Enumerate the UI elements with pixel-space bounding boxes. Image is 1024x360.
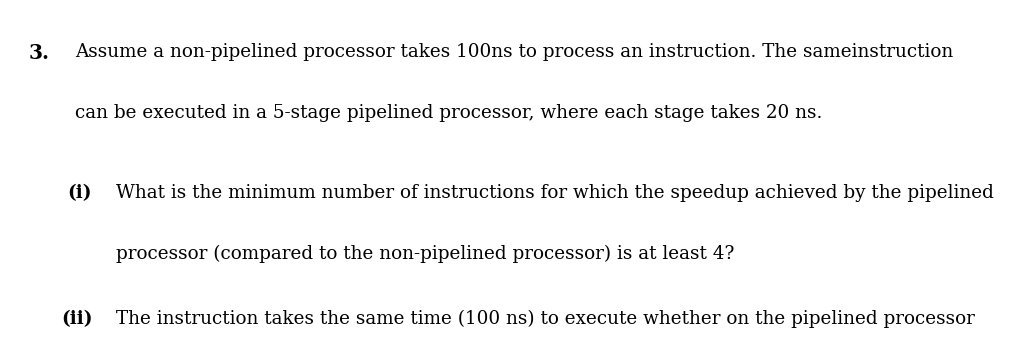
Text: can be executed in a 5-stage pipelined processor, where each stage takes 20 ns.: can be executed in a 5-stage pipelined p… <box>75 104 822 122</box>
Text: What is the minimum number of instructions for which the speedup achieved by the: What is the minimum number of instructio… <box>116 184 993 202</box>
Text: (i): (i) <box>68 184 92 202</box>
Text: (ii): (ii) <box>61 310 93 328</box>
Text: 3.: 3. <box>29 43 50 63</box>
Text: The instruction takes the same time (100 ns) to execute whether on the pipelined: The instruction takes the same time (100… <box>116 310 975 328</box>
Text: processor (compared to the non-pipelined processor) is at least 4?: processor (compared to the non-pipelined… <box>116 245 734 263</box>
Text: Assume a non-pipelined processor takes 100ns to process an instruction. The same: Assume a non-pipelined processor takes 1… <box>75 43 953 61</box>
